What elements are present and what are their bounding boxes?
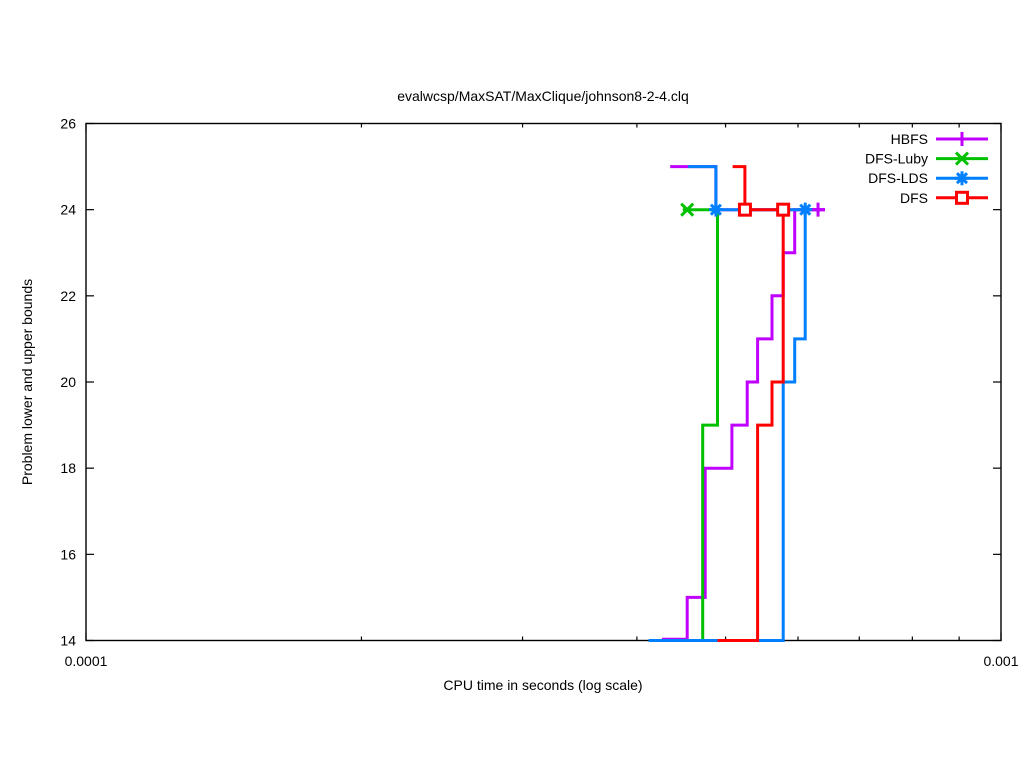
series-HBFS-plus-marker-icon-stroke [811,202,826,217]
plot-series [648,165,826,642]
series-DFS-LDS-asterisk-marker-icon [708,202,723,217]
series-DFS-LDS-asterisk-marker-icon-stroke [798,202,813,217]
legend-entry-HBFS: HBFS [891,131,988,147]
y-tick-label: 24 [60,202,76,218]
y-axis-label: Problem lower and upper bounds [19,279,35,485]
series-DFS [717,165,791,642]
series-DFS-square-marker-icon [737,202,752,217]
plot-axes: 14 16 18 20 22 24 26 0.0001 0.001 [60,116,1018,670]
series-HBFS-plus-marker-icon [811,202,826,217]
y-tick-label: 22 [60,288,76,304]
legend-label-DFS-LDS: DFS-LDS [868,170,928,186]
series-DFS-upper-bound-line [732,165,788,212]
y-tick-label: 16 [60,546,76,562]
x-tick-label: 0.001 [983,653,1018,669]
y-tick-label: 26 [60,116,76,132]
x-axis-label: CPU time in seconds (log scale) [443,677,642,693]
legend-asterisk-marker-icon [955,171,969,186]
chart-title: evalwcsp/MaxSAT/MaxClique/johnson8-2-4.c… [397,88,689,104]
series-DFS-LDS [648,165,813,642]
legend-label-DFS-Luby: DFS-Luby [865,151,928,167]
legend-plus-marker-icon-stroke [955,132,969,146]
series-HBFS [661,165,826,641]
series-DFS-square-marker-icon-outline [737,202,752,217]
series-DFS-lower-bound-line [717,209,785,642]
x-tick-label: 0.0001 [65,653,108,669]
series-DFS-Luby-cross-marker-icon-stroke [680,202,695,217]
series-DFS-Luby-lower-bound-line [665,209,719,642]
legend-cross-marker-icon [954,151,970,166]
series-DFS-Luby-cross-marker-icon [680,202,695,217]
series-HBFS-lower-bound-line [661,208,825,641]
plot-border [85,122,1002,642]
legend-label-HBFS: HBFS [891,131,928,147]
series-DFS-LDS-asterisk-marker-icon [798,202,813,217]
series-DFS-Luby [665,202,719,642]
series-DFS-LDS-asterisk-marker-icon-stroke [708,202,723,217]
series-DFS-square-marker-icon-outline [776,202,791,217]
y-tick-label: 20 [60,374,76,390]
legend-square-marker-icon [955,190,969,205]
legend-plus-marker-icon [955,132,969,146]
legend-entry-DFS-LDS: DFS-LDS [868,170,988,186]
legend: HBFS DFS-Luby DFS-LDS DFS [865,131,988,206]
series-DFS-square-marker-icon [776,202,791,217]
legend-entry-DFS: DFS [900,190,988,206]
legend-cross-marker-icon-stroke [954,151,970,166]
y-tick-label: 18 [60,460,76,476]
legend-asterisk-marker-icon-stroke [955,171,969,186]
y-tick-label: 14 [60,633,76,649]
legend-square-marker-icon-outline [955,190,969,205]
legend-label-DFS: DFS [900,190,928,206]
legend-entry-DFS-Luby: DFS-Luby [865,151,988,167]
series-DFS-LDS-lower-bound-line [648,209,807,642]
